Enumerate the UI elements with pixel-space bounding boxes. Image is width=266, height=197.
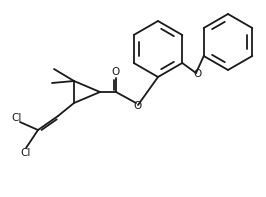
Text: Cl: Cl xyxy=(12,113,22,123)
Text: O: O xyxy=(193,69,201,79)
Text: O: O xyxy=(112,67,120,77)
Text: O: O xyxy=(133,101,141,111)
Text: Cl: Cl xyxy=(21,148,31,158)
